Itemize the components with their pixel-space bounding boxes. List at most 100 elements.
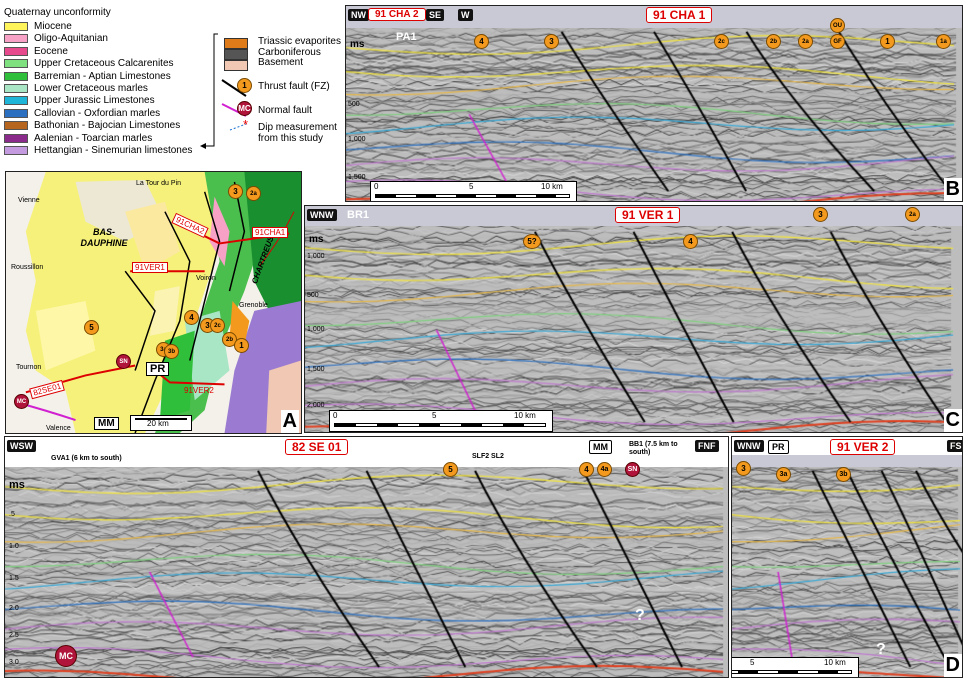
seismic-section-82se01: WSW 82 SE 01 GVA1 (6 km to south) SLF2 S…: [4, 436, 729, 678]
legend-swatch: [4, 96, 28, 106]
section-title: 91 VER 2: [830, 439, 896, 455]
panel-label: D: [943, 654, 962, 677]
legend-item: Callovian - Oxfordian marles: [4, 108, 160, 119]
thrust-number-icon: 3: [228, 184, 243, 199]
legend-item: Miocene: [4, 21, 72, 32]
legend-item: Barremian - Aptian Limestones: [4, 71, 171, 82]
thrust-number-icon: 2a: [905, 207, 920, 222]
direction-tag: WNW: [734, 440, 764, 452]
thrust-number-icon: 4: [579, 462, 594, 477]
bb1-label: BB1 (7.5 km to south): [629, 441, 678, 456]
seismic-section-c: WNW BR1 91 VER 1 ms 1,000 500 1,000 1,50…: [304, 205, 963, 433]
thrust-number-icon: 2a: [798, 34, 813, 49]
seismic-image: [305, 206, 962, 432]
thrust-number-icon: 3b: [164, 344, 179, 359]
scale-bar: 0 5 10 km: [370, 181, 577, 201]
direction-tag: W: [458, 9, 473, 21]
thrust-number-icon: 1: [880, 34, 895, 49]
map-pr-label: PR: [146, 362, 170, 376]
legend-swatch: [4, 22, 28, 31]
scale-bar: [732, 657, 859, 677]
normal-fault-icon: SN: [116, 354, 131, 369]
legend-item: Lower Cretaceous marles: [4, 83, 148, 94]
legend-swatch: [4, 46, 28, 56]
direction-tag: WSW: [7, 440, 36, 452]
direction-tag: FS: [947, 440, 962, 452]
direction-tag: NW: [348, 9, 369, 21]
legend-item: Upper Cretaceous Calcarenites: [4, 58, 174, 69]
depth-tick: 500: [307, 292, 319, 299]
carboniferous-swatch: [224, 49, 248, 60]
legend: Quaternay unconformity Miocene Oligo-Aqui…: [0, 0, 345, 170]
dip-asterisk-icon: *: [243, 117, 249, 132]
map-scale-bar: 20 km: [130, 415, 192, 431]
legend-basement: Basement: [258, 57, 304, 68]
normal-fault-icon: MC: [14, 394, 29, 409]
depth-tick: 1,500: [307, 366, 325, 373]
legend-item: Oligo-Aquitanian: [4, 33, 108, 44]
legend-swatch: [4, 108, 28, 118]
thrust-number-icon: 3: [736, 461, 751, 476]
scale-bar: 0 5 10 km: [329, 410, 553, 432]
thrust-number-icon: 3: [544, 34, 559, 49]
legend-swatch: [4, 71, 28, 81]
legend-label: Upper Cretaceous Calcarenites: [34, 58, 174, 70]
legend-label: Bathonian - Bajocian Limestones: [34, 120, 181, 132]
legend-title: Quaternay unconformity: [4, 7, 111, 18]
scale-label: 5: [750, 658, 755, 667]
town-label: Vienne: [18, 197, 40, 204]
section-title: 91 VER 1: [615, 207, 681, 223]
panel-label: C: [943, 409, 962, 432]
legend-swatch: [4, 146, 28, 155]
thrust-number-icon: 2b: [766, 34, 781, 49]
well-label: BR1: [347, 209, 370, 221]
legend-swatch: [4, 121, 28, 131]
seismic-section-b: NW 91 CHA 2 SE W 91 CHA 1 PA1 ms 500 1,0…: [345, 5, 963, 202]
depth-unit: ms: [9, 479, 25, 491]
legend-item: Hettangian - Sinemurian limestones: [4, 145, 192, 156]
thrust-number-icon: 5?: [523, 234, 541, 249]
thrust-number-icon: 4: [184, 310, 199, 325]
section-title: 91 CHA 1: [646, 7, 713, 23]
seismic-image: [5, 437, 728, 677]
thrust-number-icon: 3: [813, 207, 828, 222]
scale-label: 10 km: [541, 182, 563, 191]
thrust-number-icon: 4: [683, 234, 698, 249]
legend-item: Upper Jurassic Limestones: [4, 95, 155, 106]
normal-fault-icon: MC: [237, 101, 252, 116]
legend-label: Upper Jurassic Limestones: [34, 95, 155, 107]
depth-tick: 1,000: [307, 253, 325, 260]
normal-fault-icon: MC: [55, 645, 77, 667]
scale-label: 5: [469, 182, 474, 191]
map-scale-label: 20 km: [147, 419, 169, 428]
depth-tick: 2.5: [9, 632, 19, 639]
scale-label: 5: [432, 411, 437, 420]
panel-label: A: [280, 410, 299, 433]
depth-tick: 3.0: [9, 659, 19, 666]
gva1-label: GVA1 (6 km to south): [51, 455, 122, 462]
town-label: Voiron: [196, 275, 216, 282]
depth-unit: ms: [350, 39, 365, 50]
depth-tick: 1,500: [348, 174, 366, 181]
depth-tick: 1,000: [348, 136, 366, 143]
scale-label: 0: [333, 411, 338, 420]
seismic-section-d: WNW PR 91 VER 2 FS 3 3a 3b ? 5 10 km D: [731, 436, 963, 678]
geological-map: La Tour du Pin Vienne Roussillon Tournon…: [5, 171, 302, 434]
thrust-number-icon: 5: [443, 462, 458, 477]
section-title: 91 CHA 2: [368, 8, 426, 21]
region-label: BAS-DAUPHINE: [80, 227, 128, 248]
legend-label: Barremian - Aptian Limestones: [34, 70, 171, 82]
thrust-number-icon: 2a: [246, 186, 261, 201]
legend-swatch: [4, 133, 28, 143]
map-line-label: 91CHA1: [252, 227, 289, 238]
mm-tag: MM: [589, 440, 612, 454]
thrust-number-icon: 3a: [776, 467, 791, 482]
depth-tick: 1.5: [9, 575, 19, 582]
depth-tick: 500: [348, 101, 360, 108]
thrust-number-icon: GF: [830, 34, 845, 49]
depth-tick: 1.0: [9, 543, 19, 550]
map-line-label: 91VER1: [132, 262, 168, 273]
seismic-image: [346, 6, 962, 201]
scale-label: 10 km: [824, 658, 846, 667]
legend-normal: Normal fault: [258, 105, 312, 116]
